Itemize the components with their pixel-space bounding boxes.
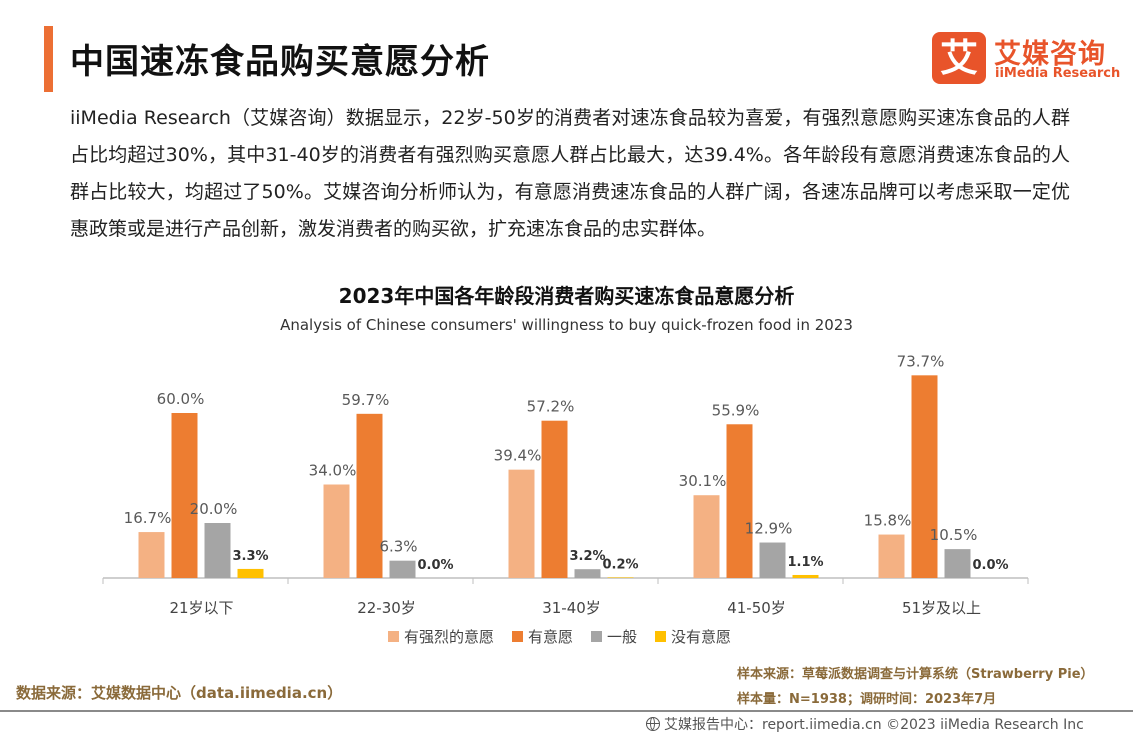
logo-icon: 艾 bbox=[932, 32, 986, 84]
bar bbox=[911, 375, 938, 578]
bar bbox=[508, 469, 535, 578]
data-label: 3.3% bbox=[232, 549, 268, 564]
logo-text-cn: 艾媒咨询 bbox=[994, 39, 1106, 70]
data-label: 6.3% bbox=[379, 538, 417, 556]
footer-copyright: 艾媒报告中心：report.iimedia.cn ©2023 iiMedia R… bbox=[646, 714, 1084, 734]
data-label: 39.4% bbox=[494, 447, 542, 465]
bar bbox=[204, 523, 231, 578]
sample-source: 样本来源：草莓派数据调查与计算系统（Strawberry Pie） bbox=[737, 667, 1094, 682]
x-tick-label: 51岁及以上 bbox=[902, 599, 981, 617]
bar bbox=[944, 549, 971, 578]
data-label: 0.0% bbox=[972, 558, 1008, 573]
data-label: 10.5% bbox=[930, 526, 978, 544]
bar bbox=[171, 413, 198, 578]
sample-size: 样本量：N=1938；调研时间：2023年7月 bbox=[737, 692, 997, 707]
logo-text-en: iiMedia Research bbox=[995, 66, 1121, 81]
bar bbox=[323, 484, 350, 578]
bar bbox=[574, 569, 601, 578]
bar bbox=[693, 495, 720, 578]
legend-label: 没有意愿 bbox=[671, 628, 732, 646]
legend-item: 没有意愿 bbox=[655, 626, 731, 647]
x-tick-label: 22-30岁 bbox=[357, 599, 416, 617]
bar bbox=[356, 413, 383, 578]
footer-divider bbox=[0, 710, 1133, 712]
bar bbox=[759, 542, 786, 578]
data-label: 60.0% bbox=[157, 390, 205, 408]
bar bbox=[726, 424, 753, 578]
data-label: 3.2% bbox=[569, 549, 605, 564]
data-label: 16.7% bbox=[124, 509, 172, 527]
data-label: 30.1% bbox=[679, 472, 727, 490]
title-accent-bar bbox=[44, 26, 53, 92]
data-label: 12.9% bbox=[745, 520, 793, 538]
data-label: 73.7% bbox=[897, 352, 945, 370]
chart-legend: 有强烈的意愿 有意愿 一般 没有意愿 bbox=[388, 626, 731, 647]
bar bbox=[237, 568, 264, 578]
chart-title: 2023年中国各年龄段消费者购买速冻食品意愿分析 bbox=[338, 284, 795, 308]
globe-icon bbox=[646, 717, 660, 731]
legend-item: 有强烈的意愿 bbox=[388, 626, 494, 647]
bar bbox=[389, 560, 416, 578]
bar bbox=[607, 577, 634, 578]
x-tick-label: 31-40岁 bbox=[542, 599, 601, 617]
data-label: 34.0% bbox=[309, 462, 357, 480]
bar bbox=[792, 574, 819, 578]
data-label: 15.8% bbox=[864, 512, 912, 530]
data-label: 55.9% bbox=[712, 401, 760, 419]
data-label: 1.1% bbox=[787, 555, 823, 570]
data-label: 0.2% bbox=[602, 557, 638, 572]
copyright-text: 艾媒报告中心：report.iimedia.cn ©2023 iiMedia R… bbox=[664, 717, 1084, 733]
legend-label: 有强烈的意愿 bbox=[404, 628, 495, 646]
data-label: 20.0% bbox=[190, 500, 238, 518]
iimedia-logo: 艾 艾媒咨询 iiMedia Research bbox=[932, 32, 1122, 88]
intro-paragraph: iiMedia Research（艾媒咨询）数据显示，22岁-50岁的消费者对速… bbox=[70, 107, 1070, 240]
legend-swatch bbox=[655, 631, 667, 642]
bar bbox=[138, 532, 165, 578]
bar bbox=[878, 534, 905, 578]
chart-subtitle: Analysis of Chinese consumers' willingne… bbox=[280, 316, 853, 334]
legend-swatch bbox=[512, 631, 524, 642]
data-label: 0.0% bbox=[417, 558, 453, 573]
data-source: 数据来源：艾媒数据中心（data.iimedia.cn） bbox=[16, 684, 343, 702]
data-label: 57.2% bbox=[527, 398, 575, 416]
legend-label: 一般 bbox=[607, 628, 638, 646]
page-title: 中国速冻食品购买意愿分析 bbox=[70, 42, 490, 82]
legend-swatch bbox=[388, 631, 399, 642]
x-tick-label: 21岁以下 bbox=[169, 599, 233, 617]
legend-swatch bbox=[591, 631, 603, 642]
data-label: 59.7% bbox=[342, 391, 390, 409]
x-tick-label: 41-50岁 bbox=[727, 599, 786, 617]
legend-item: 一般 bbox=[591, 626, 637, 647]
legend-item: 有意愿 bbox=[512, 626, 573, 647]
legend-label: 有意愿 bbox=[528, 628, 574, 646]
bar bbox=[541, 420, 568, 578]
